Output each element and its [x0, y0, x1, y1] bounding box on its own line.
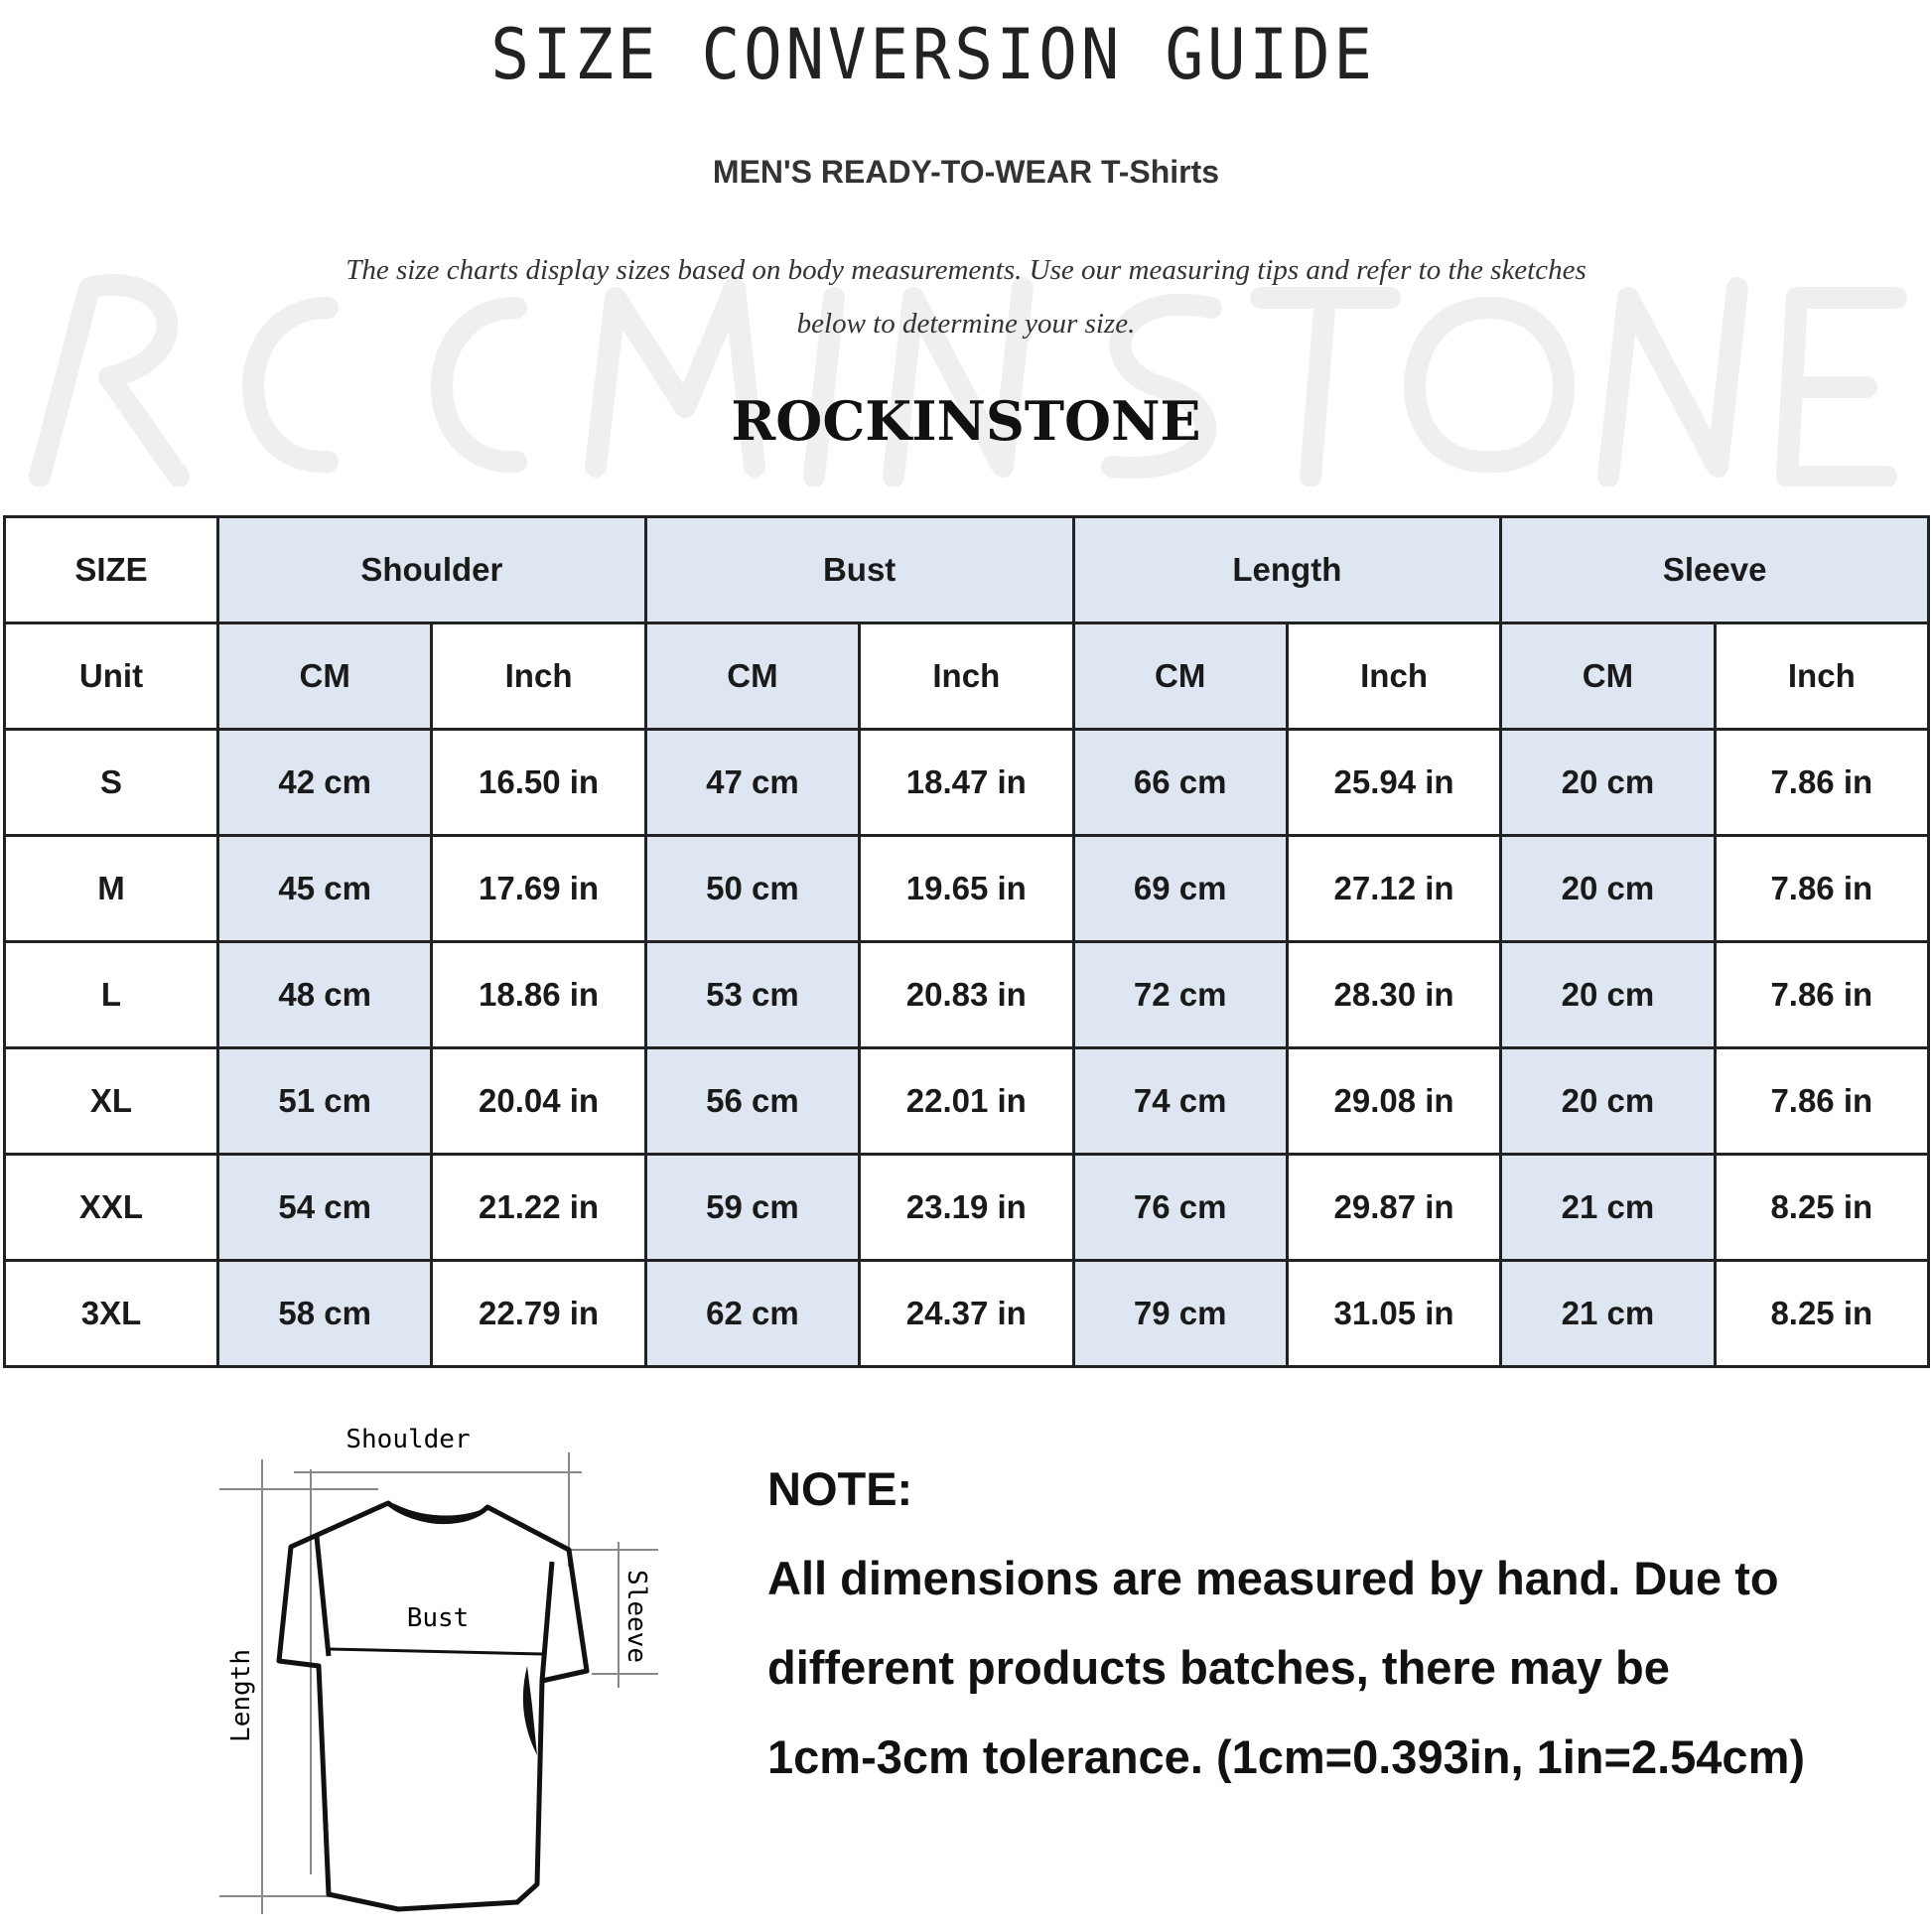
value-cell: 7.86 in [1713, 728, 1931, 837]
size-cell: XXL [3, 1153, 219, 1262]
group-length: Length [1071, 515, 1503, 624]
tshirt-measurement-sketch: Shoulder Bust Length Sleeve [219, 1425, 658, 1914]
value-cell: 66 cm [1071, 728, 1289, 837]
value-cell: 69 cm [1071, 834, 1289, 943]
unit-cell: Inch [430, 621, 647, 731]
sketch-label-length: Length [226, 1649, 256, 1742]
note-line: different products batches, there may be [767, 1641, 1670, 1694]
sketch-label-sleeve: Sleeve [621, 1570, 651, 1663]
value-cell: 7.86 in [1713, 1046, 1931, 1156]
value-cell: 58 cm [215, 1259, 434, 1368]
value-cell: 48 cm [215, 940, 434, 1049]
value-cell: 16.50 in [430, 728, 647, 837]
size-cell: 3XL [3, 1259, 219, 1368]
value-cell: 56 cm [643, 1046, 862, 1156]
value-cell: 50 cm [643, 834, 862, 943]
value-cell: 53 cm [643, 940, 862, 1049]
unit-cell: CM [643, 621, 862, 731]
subtitle: MEN'S READY-TO-WEAR T-Shirts [712, 154, 1220, 190]
table-row: M 45 cm 17.69 in 50 cm 19.65 in 69 cm 27.12 in… [3, 834, 1931, 943]
value-cell: 22.79 in [430, 1259, 647, 1368]
value-cell: 20 cm [1499, 940, 1717, 1049]
value-cell: 79 cm [1071, 1259, 1289, 1368]
value-cell: 29.87 in [1285, 1153, 1503, 1262]
value-cell: 17.69 in [430, 834, 647, 943]
sketch-label-bust: Bust [407, 1603, 470, 1633]
value-cell: 28.30 in [1285, 940, 1503, 1049]
description-line-1: The size charts display sizes based on b… [345, 254, 1587, 286]
value-cell: 8.25 in [1713, 1153, 1931, 1262]
table-row: XXL 54 cm 21.22 in 59 cm 23.19 in 76 cm 29.87 … [3, 1153, 1931, 1262]
value-cell: 45 cm [215, 834, 434, 943]
table-row: L 48 cm 18.86 in 53 cm 20.83 in 72 cm 28.30 in… [3, 940, 1931, 1049]
value-cell: 21.22 in [430, 1153, 647, 1262]
note-line: All dimensions are measured by hand. Due… [767, 1552, 1779, 1604]
value-cell: 7.86 in [1713, 834, 1931, 943]
unit-cell: CM [1499, 621, 1717, 731]
unit-cell: CM [1071, 621, 1289, 731]
value-cell: 72 cm [1071, 940, 1289, 1049]
unit-cell: Inch [1713, 621, 1931, 731]
value-cell: 29.08 in [1285, 1046, 1503, 1156]
value-cell: 20.04 in [430, 1046, 647, 1156]
value-cell: 54 cm [215, 1153, 434, 1262]
unit-row: Unit CM Inch CM Inch CM Inch CM Inch [3, 621, 1931, 731]
value-cell: 31.05 in [1285, 1259, 1503, 1368]
value-cell: 20 cm [1499, 728, 1717, 837]
table-row: 3XL 58 cm 22.79 in 62 cm 24.37 in 79 cm 31.05 … [3, 1259, 1931, 1368]
value-cell: 22.01 in [858, 1046, 1075, 1156]
value-cell: 42 cm [215, 728, 434, 837]
value-cell: 27.12 in [1285, 834, 1503, 943]
page-title: SIZE CONVERSION GUIDE [490, 14, 1376, 95]
watermark [29, 274, 1907, 486]
value-cell: 7.86 in [1713, 940, 1931, 1049]
unit-cell: Inch [1285, 621, 1503, 731]
size-table: SIZE Shoulder Bust Length Sleeve Unit CM… [3, 515, 1931, 1368]
value-cell: 21 cm [1499, 1259, 1717, 1368]
value-cell: 20.83 in [858, 940, 1075, 1049]
group-shoulder: Shoulder [216, 515, 647, 624]
value-cell: 20 cm [1499, 1046, 1717, 1156]
value-cell: 20 cm [1499, 834, 1717, 943]
value-cell: 18.47 in [858, 728, 1075, 837]
value-cell: 51 cm [215, 1046, 434, 1156]
value-cell: 23.19 in [858, 1153, 1075, 1262]
note-line: 1cm-3cm tolerance. (1cm=0.393in, 1in=2.5… [767, 1730, 1806, 1783]
size-cell: XL [3, 1046, 219, 1156]
note-section: NOTE: All dimensions are measured by han… [767, 1445, 1909, 1802]
table-row: S 42 cm 16.50 in 47 cm 18.47 in 66 cm 25.94 in… [3, 728, 1931, 837]
value-cell: 25.94 in [1285, 728, 1503, 837]
size-header: SIZE [3, 515, 219, 624]
value-cell: 59 cm [643, 1153, 862, 1262]
table-row: XL 51 cm 20.04 in 56 cm 22.01 in 74 cm 29.08 i… [3, 1046, 1931, 1156]
group-sleeve: Sleeve [1499, 515, 1930, 624]
size-cell: L [3, 940, 219, 1049]
size-cell: M [3, 834, 219, 943]
value-cell: 18.86 in [430, 940, 647, 1049]
unit-cell: CM [215, 621, 434, 731]
note-heading: NOTE: [767, 1462, 913, 1515]
description-line-2: below to determine your size. [796, 308, 1136, 340]
value-cell: 8.25 in [1713, 1259, 1931, 1368]
value-cell: 24.37 in [858, 1259, 1075, 1368]
value-cell: 76 cm [1071, 1153, 1289, 1262]
value-cell: 47 cm [643, 728, 862, 837]
value-cell: 19.65 in [858, 834, 1075, 943]
group-bust: Bust [643, 515, 1075, 624]
size-cell: S [3, 728, 219, 837]
value-cell: 62 cm [643, 1259, 862, 1368]
header-row: SIZE Shoulder Bust Length Sleeve [3, 515, 1930, 624]
brand-name: ROCKINSTONE [731, 389, 1201, 453]
sketch-label-shoulder: Shoulder [345, 1425, 470, 1454]
value-cell: 21 cm [1499, 1153, 1717, 1262]
unit-label: Unit [3, 621, 219, 731]
value-cell: 74 cm [1071, 1046, 1289, 1156]
unit-cell: Inch [858, 621, 1075, 731]
